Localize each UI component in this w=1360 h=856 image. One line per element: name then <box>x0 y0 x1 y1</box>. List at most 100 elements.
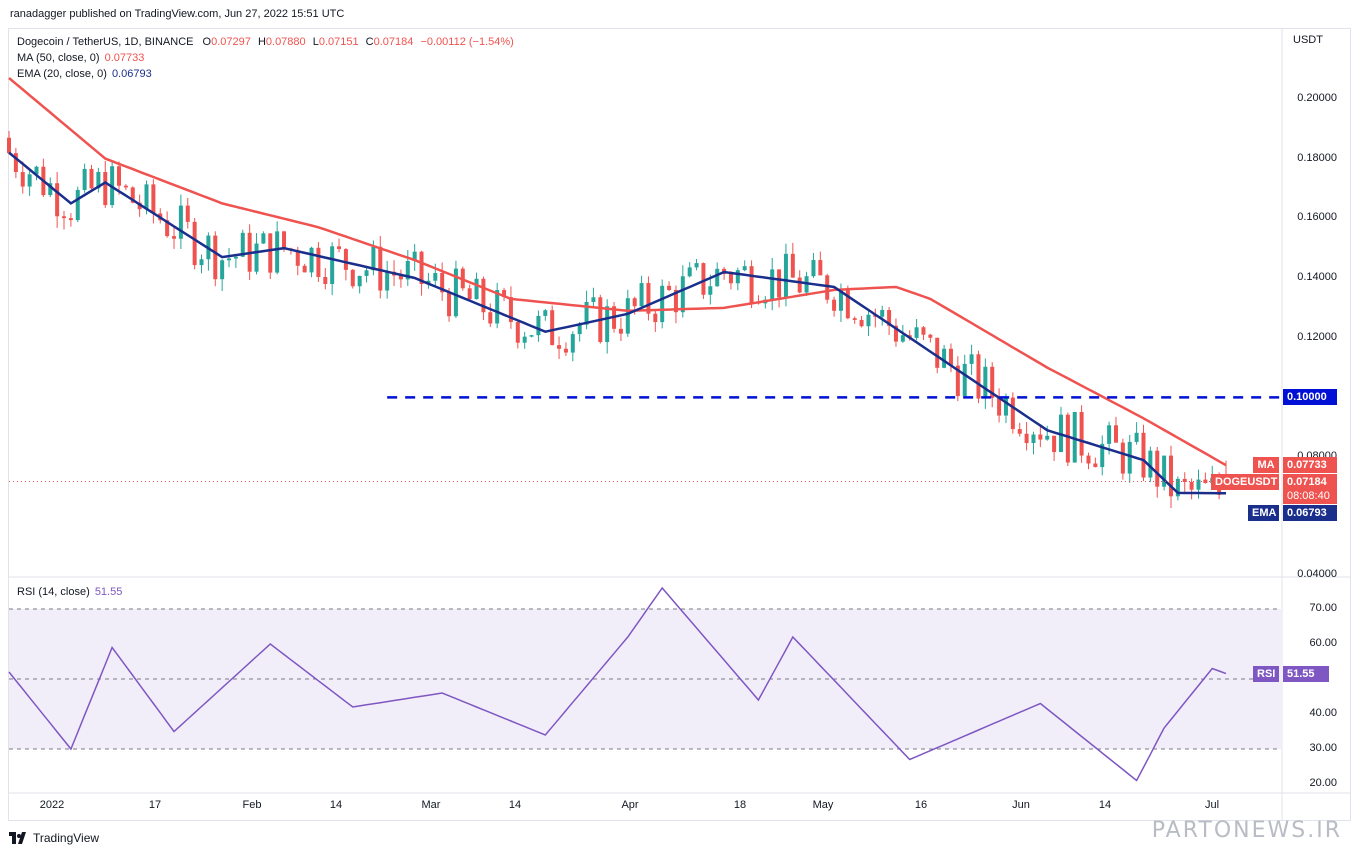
rsi-line <box>8 586 1227 782</box>
candle-body <box>419 251 424 285</box>
candle-body <box>82 168 87 190</box>
candle-body <box>1168 455 1173 497</box>
candle-body <box>942 348 947 368</box>
candle-body <box>350 269 355 287</box>
brand-name: TradingView <box>33 831 100 845</box>
candle-body <box>172 236 177 239</box>
candle-body <box>1024 433 1029 444</box>
candle-body <box>1038 434 1043 440</box>
candle-body <box>117 166 122 186</box>
rsi-tick: 70.00 <box>1309 602 1337 614</box>
candle-body <box>316 247 321 278</box>
candle-body <box>502 290 507 298</box>
candle-body <box>495 290 500 324</box>
candle-body <box>893 325 898 342</box>
candle-body <box>337 246 342 250</box>
rsi-tick: 30.00 <box>1309 742 1337 754</box>
low-label: L <box>312 36 319 48</box>
price-tick: 0.18000 <box>1297 152 1337 164</box>
candle-body <box>790 253 795 278</box>
candle-body <box>515 322 520 343</box>
candle-body <box>27 174 32 187</box>
candle-body <box>1162 455 1167 487</box>
candle-body <box>838 289 843 311</box>
candle-body <box>282 231 287 249</box>
candle-body <box>735 270 740 284</box>
candle-body <box>667 285 672 290</box>
candle-body <box>144 184 149 210</box>
close-label: C <box>365 36 374 48</box>
x-tick: May <box>812 799 834 811</box>
candle-body <box>178 205 183 239</box>
x-tick: 17 <box>148 799 162 811</box>
candle-body <box>708 286 713 295</box>
candle-body <box>543 310 548 316</box>
candle-body <box>240 232 245 257</box>
candle-body <box>845 289 850 319</box>
tradingview-brand[interactable]: TradingView <box>9 831 99 845</box>
candle-body <box>1120 442 1125 474</box>
ema-legend-value: 0.06793 <box>111 68 152 80</box>
candle-body <box>96 171 101 189</box>
ema-legend-label: EMA (20, close, 0) <box>17 68 107 80</box>
candle-body <box>935 337 940 368</box>
high-label: H <box>257 36 266 48</box>
candle-body <box>75 189 80 221</box>
candle-body <box>557 345 562 349</box>
x-tick: 16 <box>914 799 928 811</box>
price-tick: 0.14000 <box>1297 271 1337 283</box>
candle-body <box>680 276 685 313</box>
x-tick: Apr <box>621 799 639 811</box>
candle-body <box>550 310 555 346</box>
candle-body <box>68 218 73 221</box>
candle-body <box>1079 411 1084 456</box>
candle-body <box>275 231 280 273</box>
price-tick: 0.16000 <box>1297 211 1337 223</box>
candle-body <box>605 306 610 343</box>
candle-body <box>165 220 170 237</box>
candle-body <box>453 268 458 317</box>
ema-tag: EMA <box>1248 505 1279 521</box>
candle-body <box>48 183 53 196</box>
candle-body <box>34 166 39 175</box>
candle-body <box>440 273 445 293</box>
candle-body <box>742 266 747 271</box>
candle-body <box>715 268 720 287</box>
candle-body <box>1003 397 1008 416</box>
candle-body <box>227 258 232 261</box>
rsi-tick: 20.00 <box>1309 777 1337 789</box>
ma-legend-label: MA (50, close, 0) <box>17 52 100 64</box>
candle-body <box>646 283 651 314</box>
candle-body <box>852 318 857 320</box>
rsi-legend-value: 51.55 <box>94 586 123 598</box>
candle-body <box>618 328 623 334</box>
rsi-value-tag: 51.55 <box>1283 666 1329 682</box>
rsi-tick: 40.00 <box>1309 707 1337 719</box>
ma50-line <box>8 77 1227 467</box>
candle-body <box>447 292 452 317</box>
candle-body <box>660 285 665 323</box>
candle-body <box>508 297 513 323</box>
candle-body <box>653 313 658 323</box>
candle-body <box>467 288 472 300</box>
candle-body <box>151 184 156 214</box>
candle-body <box>1134 432 1139 442</box>
candle-body <box>1175 478 1180 497</box>
candle-body <box>371 246 376 271</box>
candle-body <box>185 205 190 222</box>
candle-body <box>1045 435 1050 440</box>
candle-body <box>522 336 527 343</box>
candle-body <box>584 301 589 325</box>
candle-body <box>962 363 967 397</box>
candle-body <box>474 278 479 300</box>
x-tick: Jun <box>1012 799 1030 811</box>
candle-body <box>7 137 11 154</box>
x-tick: Mar <box>421 799 441 811</box>
candle-body <box>261 233 266 244</box>
x-tick: 2022 <box>39 799 65 811</box>
x-tick: Feb <box>242 799 262 811</box>
low-value: 0.07151 <box>318 36 359 48</box>
candle-body <box>770 269 775 300</box>
candle-body <box>481 278 486 313</box>
